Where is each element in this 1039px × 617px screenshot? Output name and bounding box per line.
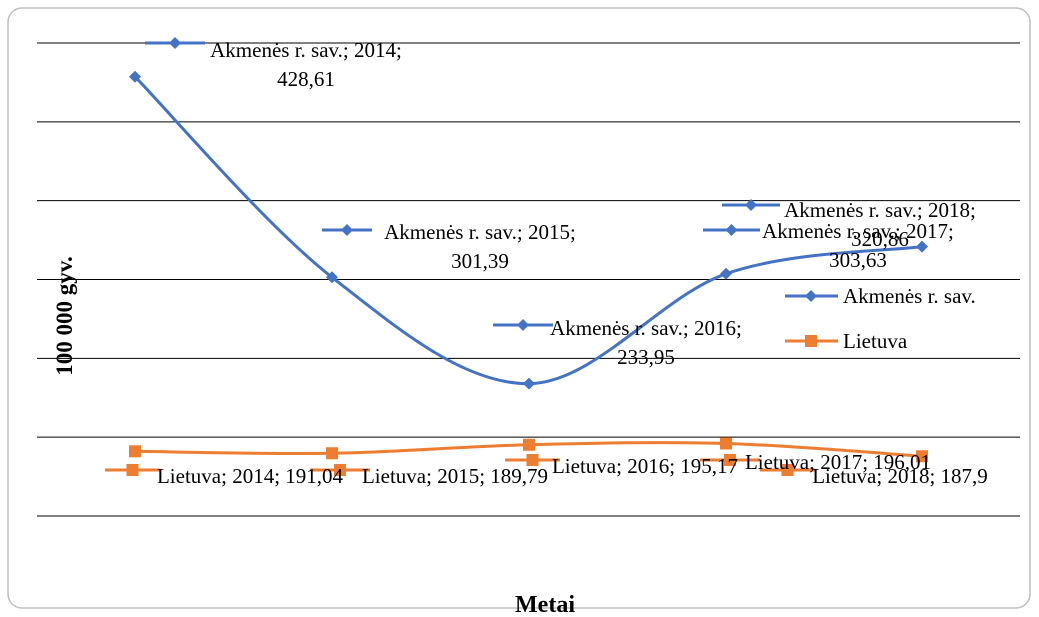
marker [805, 335, 817, 347]
data-label: Lietuva; 2015; 189,79 [361, 464, 549, 488]
marker [523, 438, 535, 451]
marker [129, 445, 141, 458]
marker [781, 464, 794, 476]
data-label: Akmenės r. sav.; 2018; 320,86 [784, 198, 976, 251]
data-label: Lietuva; 2016; 195,17 [551, 454, 739, 478]
marker [725, 224, 738, 236]
marker [805, 290, 817, 302]
chart-border [7, 7, 1031, 609]
data-label: Akmenės r. sav.; 2017; 303,63 [762, 219, 954, 272]
data-label: Lietuva; 2014; 191,04 [156, 464, 344, 488]
legend-label: Akmenės r. sav. [843, 284, 976, 308]
marker [724, 454, 736, 466]
marker [523, 377, 535, 390]
marker [326, 271, 338, 284]
marker [916, 450, 928, 463]
marker [517, 319, 529, 331]
marker [341, 224, 353, 236]
legend-label: Lietuva [843, 329, 908, 353]
data-label: Akmenės r. sav.; 2015; 301,39 [384, 220, 576, 273]
data-label: Lietuva; 2017; 196,01 [744, 450, 932, 474]
marker [126, 464, 139, 476]
marker [129, 70, 141, 83]
marker [916, 240, 928, 253]
marker [169, 37, 181, 49]
marker [745, 199, 757, 211]
x-axis-title: Metai [515, 592, 575, 617]
marker [326, 447, 338, 460]
data-label: Akmenės r. sav.; 2016; 233,95 [550, 316, 742, 369]
marker [720, 437, 732, 450]
marker [526, 454, 539, 466]
data-label: Akmenės r. sav.; 2014; 428,61 [210, 38, 402, 91]
data-label: Lietuva; 2018; 187,9 [812, 464, 988, 488]
y-axis-title: 100 000 gyv. [52, 256, 77, 375]
marker [334, 464, 346, 476]
marker [720, 267, 732, 280]
